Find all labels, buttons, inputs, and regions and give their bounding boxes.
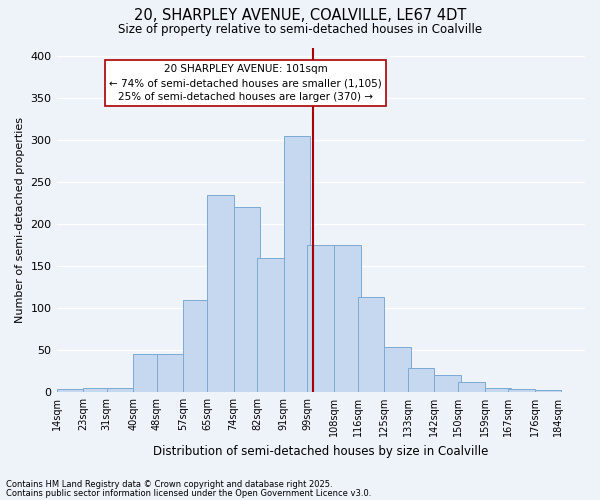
Bar: [307, 245, 334, 392]
Bar: [207, 194, 233, 392]
Bar: [384, 348, 411, 392]
Bar: [157, 354, 184, 392]
Bar: [284, 136, 310, 392]
Text: Contains HM Land Registry data © Crown copyright and database right 2025.: Contains HM Land Registry data © Crown c…: [6, 480, 332, 489]
Y-axis label: Number of semi-detached properties: Number of semi-detached properties: [15, 116, 25, 322]
Bar: [184, 300, 210, 392]
Bar: [257, 258, 284, 392]
Bar: [83, 388, 110, 392]
Bar: [56, 390, 83, 392]
Text: 20 SHARPLEY AVENUE: 101sqm
← 74% of semi-detached houses are smaller (1,105)
25%: 20 SHARPLEY AVENUE: 101sqm ← 74% of semi…: [109, 64, 382, 102]
Bar: [233, 207, 260, 392]
Bar: [133, 354, 160, 392]
Bar: [358, 297, 384, 392]
Bar: [434, 375, 461, 392]
Bar: [458, 382, 485, 392]
Bar: [535, 390, 562, 392]
Text: Contains public sector information licensed under the Open Government Licence v3: Contains public sector information licen…: [6, 490, 371, 498]
Bar: [485, 388, 511, 392]
Bar: [408, 368, 434, 392]
Bar: [508, 388, 535, 392]
Bar: [334, 245, 361, 392]
X-axis label: Distribution of semi-detached houses by size in Coalville: Distribution of semi-detached houses by …: [153, 444, 488, 458]
Bar: [107, 388, 133, 392]
Text: Size of property relative to semi-detached houses in Coalville: Size of property relative to semi-detach…: [118, 22, 482, 36]
Text: 20, SHARPLEY AVENUE, COALVILLE, LE67 4DT: 20, SHARPLEY AVENUE, COALVILLE, LE67 4DT: [134, 8, 466, 22]
